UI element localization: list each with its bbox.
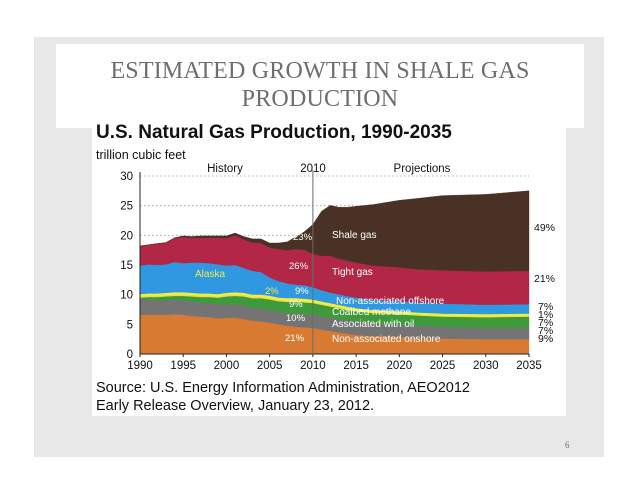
label-coalbed-methane: Coalbed methane xyxy=(332,307,411,318)
label-alaska: Alaska xyxy=(195,269,225,280)
x-tick-label-2035: 2035 xyxy=(516,360,542,372)
share-2010-non-associated-offshore: 9% xyxy=(295,286,309,297)
label-tight-gas: Tight gas xyxy=(332,267,373,278)
label-shale-gas: Shale gas xyxy=(332,230,376,241)
y-tick-label-10: 10 xyxy=(120,290,133,302)
share-2035-coalbed-methane: 7% xyxy=(538,317,553,329)
share-2035-non-associated-onshore: 9% xyxy=(538,333,553,345)
x-tick-label-2005: 2005 xyxy=(257,360,283,372)
gas-production-chart: U.S. Natural Gas Production, 1990-2035 t… xyxy=(96,122,555,414)
x-tick-label-1995: 1995 xyxy=(170,360,196,372)
page-number: 6 xyxy=(565,440,570,450)
y-tick-label-25: 25 xyxy=(120,201,133,213)
source-line1: Source: U.S. Energy Information Administ… xyxy=(96,380,470,396)
x-tick-label-2010: 2010 xyxy=(300,360,326,372)
share-2010-tight-gas: 26% xyxy=(289,261,309,272)
period-label-history: History xyxy=(207,163,243,175)
share-2010-associated-with-oil: 10% xyxy=(286,313,306,324)
x-tick-label-2000: 2000 xyxy=(214,360,240,372)
y-tick-label-15: 15 xyxy=(120,260,133,272)
period-label-projections: Projections xyxy=(394,163,451,175)
share-2010-shale-gas: 23% xyxy=(293,232,313,243)
slide-title-line1: ESTIMATED GROWTH IN SHALE GAS xyxy=(110,58,530,84)
share-2010-non-associated-onshore: 21% xyxy=(285,333,305,344)
y-tick-label-5: 5 xyxy=(127,319,133,331)
y-tick-label-20: 20 xyxy=(120,230,133,242)
chart-title: U.S. Natural Gas Production, 1990-2035 xyxy=(96,122,452,143)
share-2010-coalbed-methane: 9% xyxy=(289,299,303,310)
slide-title-line2: PRODUCTION xyxy=(241,86,399,112)
x-tick-label-2025: 2025 xyxy=(430,360,456,372)
slide-title: ESTIMATED GROWTH IN SHALE GAS PRODUCTION xyxy=(56,57,584,113)
area-series xyxy=(139,190,530,355)
x-tick-label-2015: 2015 xyxy=(343,360,369,372)
chart-subtitle: trillion cubic feet xyxy=(96,148,186,162)
y-tick-label-30: 30 xyxy=(120,171,133,183)
label-non-associated-offshore: Non-associated offshore xyxy=(336,296,445,307)
chart-panel: U.S. Natural Gas Production, 1990-2035 t… xyxy=(92,114,566,416)
label-non-associated-onshore: Non-associated onshore xyxy=(332,334,441,345)
share-2035-associated-with-oil: 7% xyxy=(538,325,553,337)
source-line2: Early Release Overview, January 23, 2012… xyxy=(96,398,374,414)
series-labels: Non-associated onshore 21% 9% Associated wi… xyxy=(195,222,555,345)
period-label-divider: 2010 xyxy=(300,163,326,175)
area-shale-gas xyxy=(139,190,530,272)
x-tick-label-2030: 2030 xyxy=(473,360,499,372)
series-boundaries xyxy=(139,292,530,317)
share-2035-non-associated-offshore: 7% xyxy=(538,301,553,313)
share-2035-alaska: 1% xyxy=(538,309,553,321)
share-2010-alaska: 2% xyxy=(265,286,279,297)
label-associated-with-oil: Associated with oil xyxy=(332,319,414,330)
x-tick-label-2020: 2020 xyxy=(387,360,413,372)
share-2035-shale-gas: 49% xyxy=(534,222,555,234)
alaska-line xyxy=(139,292,530,317)
y-tick-label-0: 0 xyxy=(127,349,133,361)
share-2035-tight-gas: 21% xyxy=(534,273,555,285)
x-tick-label-1990: 1990 xyxy=(127,360,153,372)
